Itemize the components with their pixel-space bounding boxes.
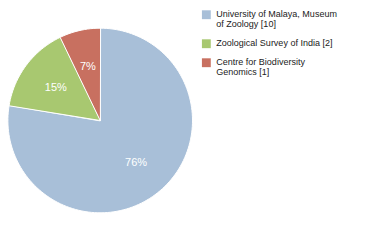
svg-text:Zoological Survey of India [2]: Zoological Survey of India [2] bbox=[216, 38, 332, 48]
svg-text:76%: 76% bbox=[125, 156, 147, 168]
svg-text:7%: 7% bbox=[80, 60, 96, 72]
svg-text:Centre for BiodiversityGenomic: Centre for BiodiversityGenomics [1] bbox=[216, 57, 305, 77]
svg-text:15%: 15% bbox=[45, 81, 67, 93]
svg-text:University of Malaya, Museumof: University of Malaya, Museumof Zoology [… bbox=[216, 9, 337, 29]
